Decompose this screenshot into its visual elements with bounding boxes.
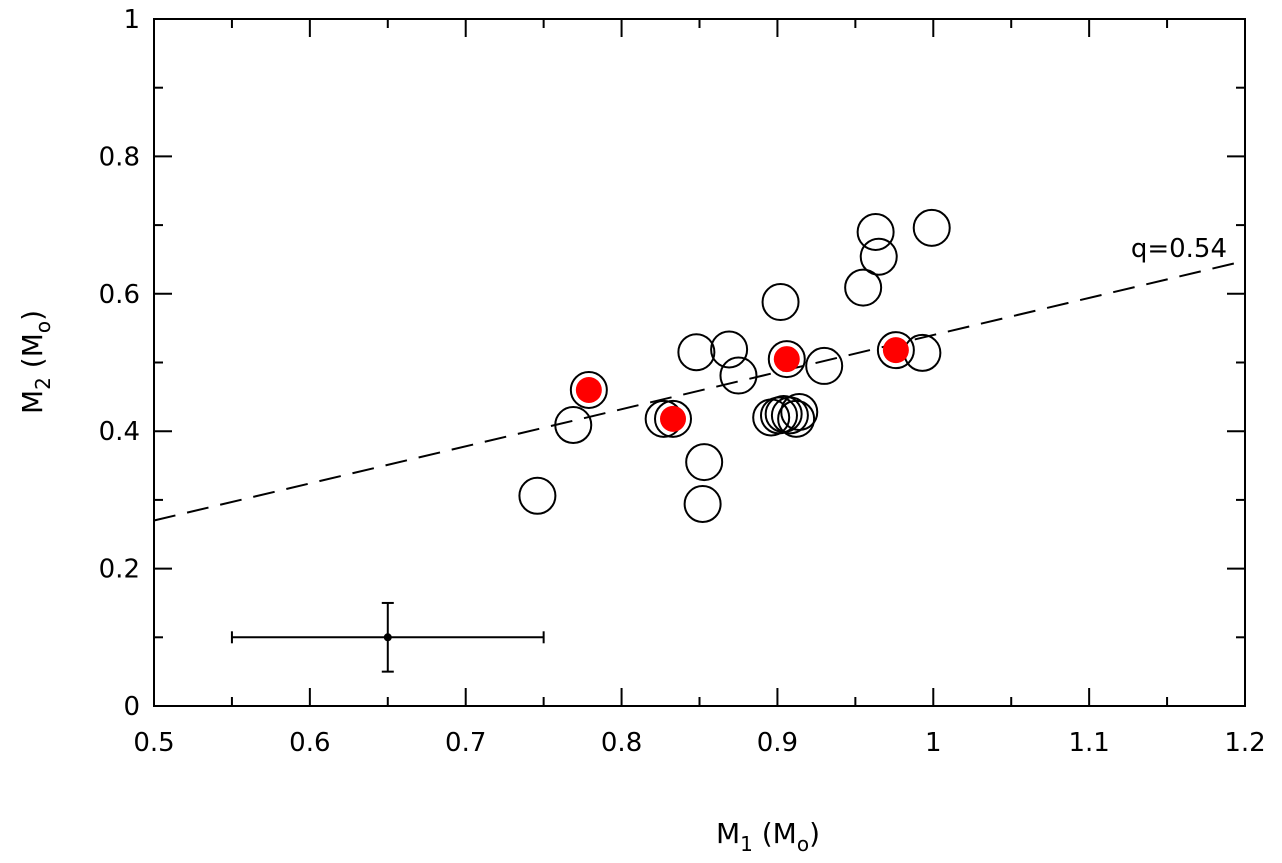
x-tick-label: 0.7 <box>445 728 486 758</box>
data-points <box>518 208 951 524</box>
x-tick-label: 0.9 <box>757 728 798 758</box>
open-point <box>912 208 951 247</box>
fit-line-label: q=0.54 <box>1131 234 1227 264</box>
plot-frame <box>153 18 1246 707</box>
x-axis-label-main: M <box>716 817 740 850</box>
fit-line-group <box>153 259 1246 522</box>
x-axis-label-unit-close: ) <box>809 817 820 850</box>
x-axis-label: M1 (Mo) <box>716 817 820 856</box>
y-tick-label: 1 <box>123 5 140 35</box>
x-tick-label: 1.2 <box>1224 728 1265 758</box>
open-point <box>856 212 895 251</box>
y-tick-label: 0.2 <box>99 555 140 585</box>
open-point <box>569 370 608 409</box>
open-point <box>710 330 749 369</box>
x-tick-label: 0.8 <box>601 728 642 758</box>
x-axis-label-sub: 1 <box>740 832 753 856</box>
filled-point <box>882 337 909 364</box>
y-tick-label: 0.8 <box>99 142 140 172</box>
filled-point <box>575 376 602 403</box>
open-point <box>780 392 819 431</box>
x-axis-label-unit-open: (M <box>753 817 797 850</box>
open-point <box>761 283 800 322</box>
y-tick-label: 0.4 <box>99 417 140 447</box>
y-axis-label-unit-open: (M <box>16 333 49 377</box>
open-point <box>677 333 716 372</box>
open-point <box>683 485 722 524</box>
x-tick-label: 0.6 <box>289 728 330 758</box>
y-axis-label-unit-close: ) <box>16 310 49 321</box>
filled-point <box>660 405 687 432</box>
x-tick-label: 0.5 <box>133 728 174 758</box>
filled-point <box>773 346 800 373</box>
open-point <box>685 443 724 482</box>
open-point <box>719 356 758 395</box>
open-point <box>518 476 557 515</box>
fit-line <box>153 259 1246 522</box>
open-point <box>654 399 693 438</box>
y-axis-label-main: M <box>16 390 49 414</box>
y-axis-label: M2 (Mo) <box>16 310 55 414</box>
error-bar-center-point <box>383 633 392 642</box>
tick-labels: 0.5 0.6 0.7 0.8 0.9 1 1.1 1.2 0 0.2 0.4 0.6 0.8 1 <box>99 5 1266 758</box>
axis-ticks <box>153 18 1246 707</box>
open-point <box>903 333 942 372</box>
open-point <box>805 346 844 385</box>
open-point <box>767 340 806 379</box>
y-tick-label: 0.6 <box>99 280 140 310</box>
open-point <box>844 268 883 307</box>
y-tick-label: 0 <box>123 692 140 722</box>
y-axis-label-sub: 2 <box>31 377 55 390</box>
x-axis-label-unit-sub: o <box>797 832 809 856</box>
open-point <box>777 399 816 438</box>
open-point <box>554 406 593 445</box>
x-tick-label: 1.1 <box>1068 728 1109 758</box>
plot-area: 0.5 0.6 0.7 0.8 0.9 1 1.1 1.2 0 0.2 0.4 0.6 0.8 1 <box>99 5 1266 758</box>
x-tick-label: 1 <box>925 728 942 758</box>
y-axis-label-unit-sub: o <box>31 321 55 333</box>
error-bar-group <box>230 601 545 673</box>
open-point <box>859 237 898 276</box>
open-point <box>876 331 915 370</box>
